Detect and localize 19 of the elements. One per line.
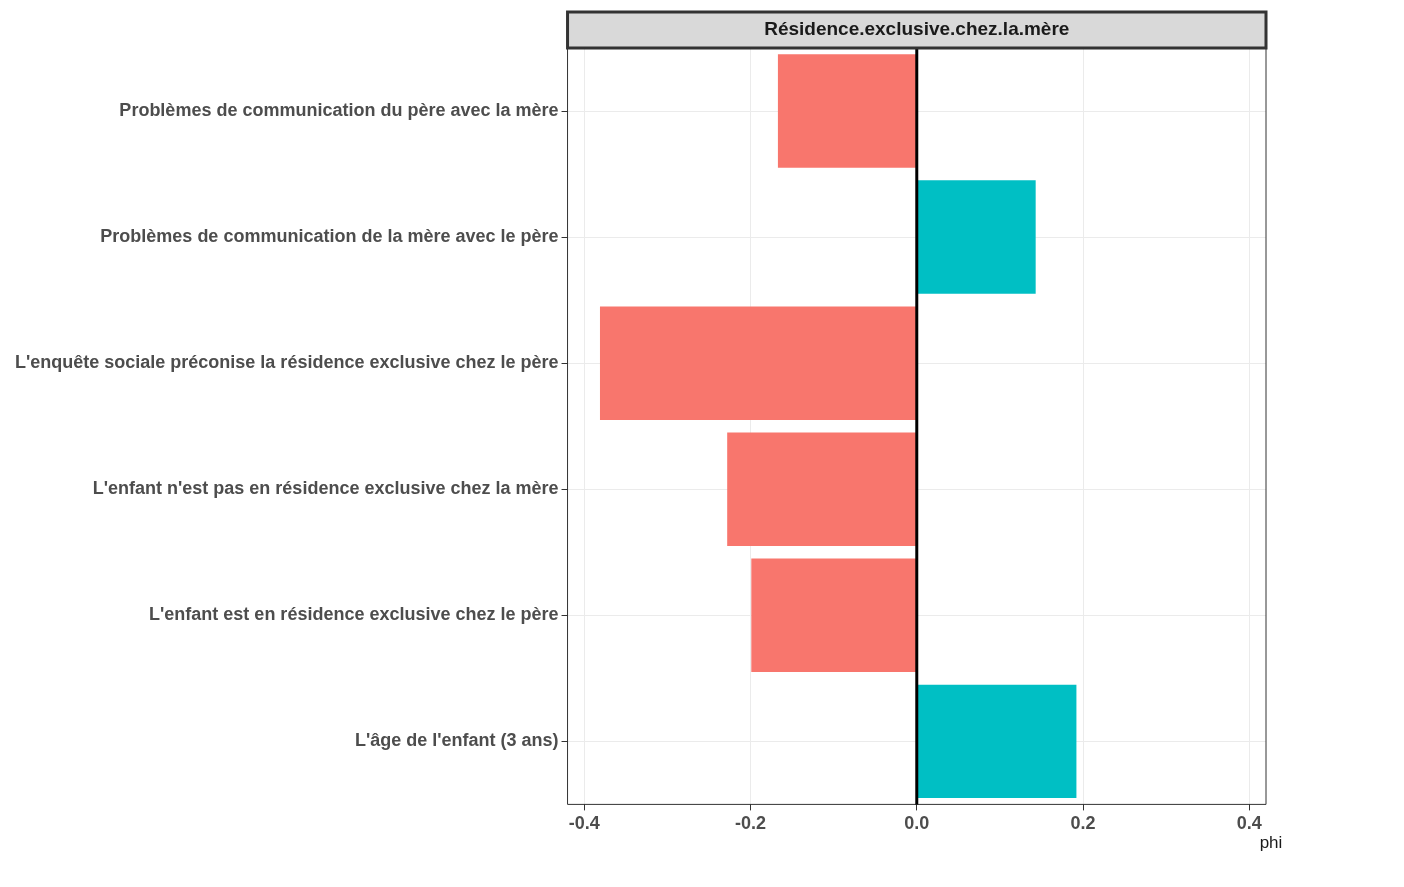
chart-title: Résidence.exclusive.chez.la.mère xyxy=(764,18,1070,40)
x-tick-label: 0.4 xyxy=(1236,813,1262,834)
x-tick-label: -0.4 xyxy=(568,813,600,834)
bar xyxy=(917,684,1077,799)
x-tick-label: -0.2 xyxy=(734,813,766,834)
bar xyxy=(917,180,1036,294)
y-tick-label: L'âge de l'enfant (3 ans) xyxy=(354,730,559,751)
x-tick-label: 0.0 xyxy=(904,813,930,834)
bar xyxy=(727,432,917,546)
y-tick-label: Problèmes de communication du père avec la mère xyxy=(119,100,559,120)
y-tick-label: L'enfant est en résidence exclusive chez le père xyxy=(149,604,559,625)
x-axis-title: phi xyxy=(1259,832,1283,852)
y-tick-label: L'enquête sociale préconise la résidence exclusive chez le père xyxy=(15,352,559,373)
bar xyxy=(751,558,917,673)
y-tick-label: Problèmes de communication de la mère avec le père xyxy=(100,226,559,247)
x-tick-label: 0.2 xyxy=(1070,813,1096,834)
y-tick-label: L'enfant n'est pas en résidence exclusive chez la mère xyxy=(92,478,559,499)
bar xyxy=(599,306,917,420)
bar xyxy=(777,54,917,168)
